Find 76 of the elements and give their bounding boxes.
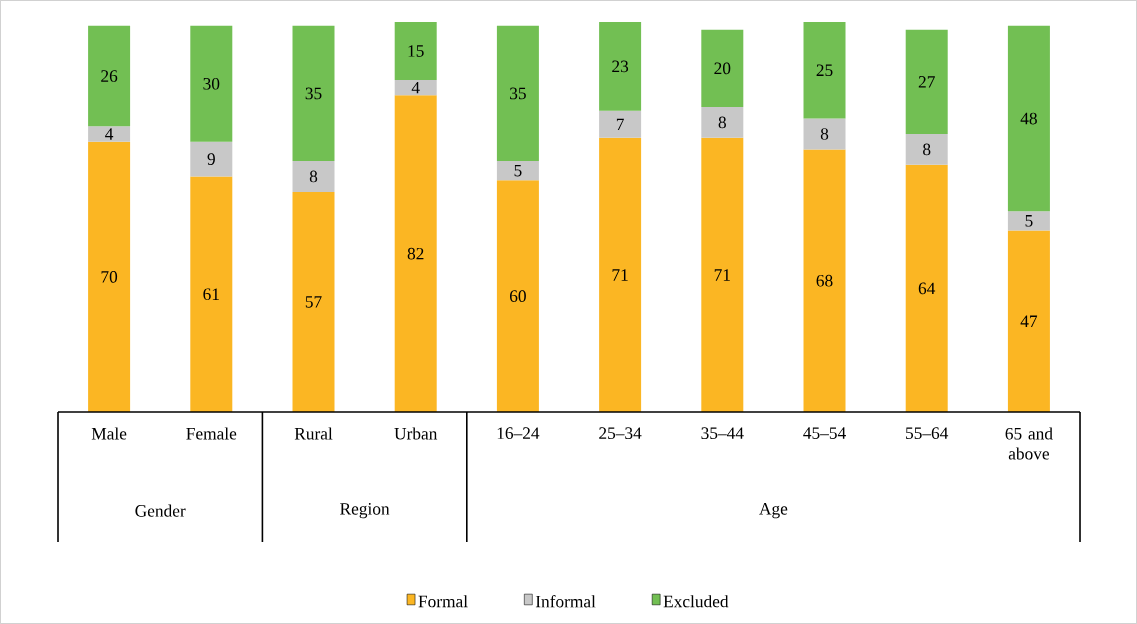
bar <box>905 29 948 134</box>
bar <box>599 137 642 412</box>
x-tick-label: Female <box>186 427 237 440</box>
x-tick-label: 35–44 <box>701 427 744 440</box>
data-label: 64 <box>918 282 936 295</box>
data-label: 5 <box>514 164 522 177</box>
data-label: 57 <box>305 296 322 308</box>
data-label: 9 <box>207 153 215 165</box>
data-label: 8 <box>309 170 318 183</box>
bar <box>1007 230 1050 412</box>
bar <box>190 176 233 412</box>
data-label: 35 <box>510 87 526 100</box>
bar <box>496 180 539 412</box>
data-label: 47 <box>1020 315 1038 327</box>
x-tick-label: 65 and above <box>1005 427 1053 460</box>
text: Region <box>340 503 390 519</box>
x-tick-label: 55–64 <box>906 427 949 440</box>
legend-label: Formal <box>418 595 468 608</box>
data-label: 8 <box>718 116 726 129</box>
x-tick-label: Rural <box>294 427 333 440</box>
bar <box>496 161 539 181</box>
data-label: 8 <box>923 143 931 156</box>
data-label: 61 <box>203 288 219 301</box>
data-label: 7 <box>616 118 624 130</box>
bar <box>190 141 233 177</box>
bar <box>292 191 335 412</box>
bar <box>701 29 744 107</box>
bar <box>292 25 335 161</box>
bar <box>88 141 131 412</box>
x-tick-label: Urban <box>394 427 438 440</box>
text: Gender <box>135 504 186 517</box>
bar <box>88 25 131 127</box>
data-label: 8 <box>820 128 829 140</box>
data-label: 68 <box>816 274 833 287</box>
bar <box>88 126 131 142</box>
bar <box>905 164 948 412</box>
bar <box>394 79 437 96</box>
data-label: 4 <box>105 128 114 140</box>
data-label: 48 <box>1020 112 1037 125</box>
data-label: 71 <box>714 269 730 281</box>
bar <box>394 21 437 80</box>
data-label: 5 <box>1025 215 1033 227</box>
bar <box>803 149 846 412</box>
bar <box>1007 211 1050 231</box>
data-label: 82 <box>407 247 424 260</box>
bar <box>803 118 846 150</box>
x-tick-label: 16–24 <box>497 427 540 440</box>
text: Age <box>759 503 788 519</box>
bar <box>905 133 948 165</box>
data-label: 27 <box>918 76 935 88</box>
bar <box>599 21 642 111</box>
data-label: 25 <box>816 64 833 77</box>
data-label: 23 <box>612 60 629 73</box>
data-label: 35 <box>305 87 322 100</box>
legend-label: Excluded <box>663 595 729 608</box>
bar <box>701 137 744 412</box>
data-label: 4 <box>411 81 420 94</box>
x-tick-label: Male <box>91 427 127 440</box>
bar <box>394 95 437 412</box>
data-label: 60 <box>509 290 526 302</box>
bar <box>599 110 642 138</box>
data-label: 30 <box>203 77 220 90</box>
data-label: 26 <box>101 70 118 82</box>
data-label: 20 <box>714 62 731 75</box>
bar <box>190 25 233 142</box>
x-tick-label: 45–54 <box>803 427 846 439</box>
data-label: 15 <box>408 45 424 57</box>
legend-label: Informal <box>535 595 596 608</box>
data-label: 71 <box>612 269 628 281</box>
bar <box>803 21 846 119</box>
bar <box>701 106 744 138</box>
bar <box>496 25 539 161</box>
x-tick-label: 25–34 <box>599 427 642 440</box>
data-label: 70 <box>101 271 118 283</box>
bar <box>292 161 335 192</box>
bar <box>1007 25 1050 212</box>
